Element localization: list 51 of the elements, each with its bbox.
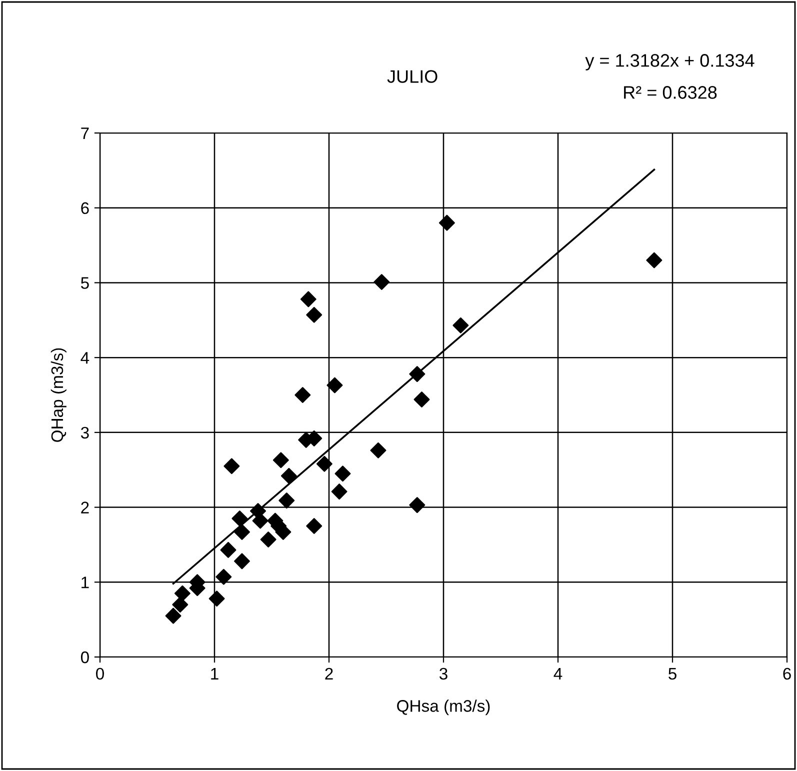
x-tick-label: 6: [783, 668, 791, 680]
x-tick-label: 3: [440, 668, 448, 680]
point: [334, 466, 351, 482]
text: R² = 0.6328: [624, 86, 717, 99]
y-tick-label: 2: [81, 502, 89, 514]
point: [370, 442, 386, 458]
point: [409, 366, 426, 382]
y-tick-label: 3: [80, 426, 89, 439]
y-tick-label: 0: [80, 651, 89, 664]
point: [316, 456, 332, 472]
point: [374, 274, 390, 290]
point: [174, 585, 190, 602]
y-tick-label: 1: [82, 576, 89, 588]
point: [331, 484, 348, 500]
point: [234, 524, 250, 540]
point: [208, 590, 225, 607]
x-tick-label: 2: [325, 668, 333, 680]
point: [306, 306, 322, 323]
text: y = 1.3182x + 0.1334: [585, 54, 754, 70]
point: [224, 458, 240, 474]
y-tick-label: 6: [81, 202, 89, 214]
point: [234, 553, 250, 570]
x-tick-label: 1: [211, 668, 218, 680]
chart-title: JULIO: [387, 70, 438, 83]
y-tick-label: 4: [80, 352, 90, 364]
point: [438, 214, 455, 231]
x-tick-label: 5: [668, 668, 676, 680]
y-axis-title: QHap (m3/s): [50, 348, 66, 442]
point: [260, 531, 276, 548]
point: [280, 468, 297, 484]
point: [300, 291, 316, 308]
point: [646, 252, 662, 268]
point: [220, 542, 236, 558]
point: [409, 497, 426, 514]
point: [216, 568, 232, 585]
point: [452, 317, 469, 334]
y-tick-label: 5: [80, 277, 89, 289]
point: [272, 452, 289, 468]
point: [326, 377, 343, 394]
point: [165, 608, 182, 624]
point: [414, 392, 430, 408]
point: [278, 492, 295, 509]
point: [252, 512, 268, 529]
point: [232, 510, 248, 526]
point: [294, 387, 311, 403]
x-tick-label: 4: [554, 668, 562, 680]
y-tick-label: 7: [81, 128, 89, 140]
point: [172, 596, 188, 613]
point: [306, 518, 322, 534]
x-tick-label: 0: [96, 668, 104, 680]
x-axis-title: QHsa (m3/s): [397, 700, 490, 716]
